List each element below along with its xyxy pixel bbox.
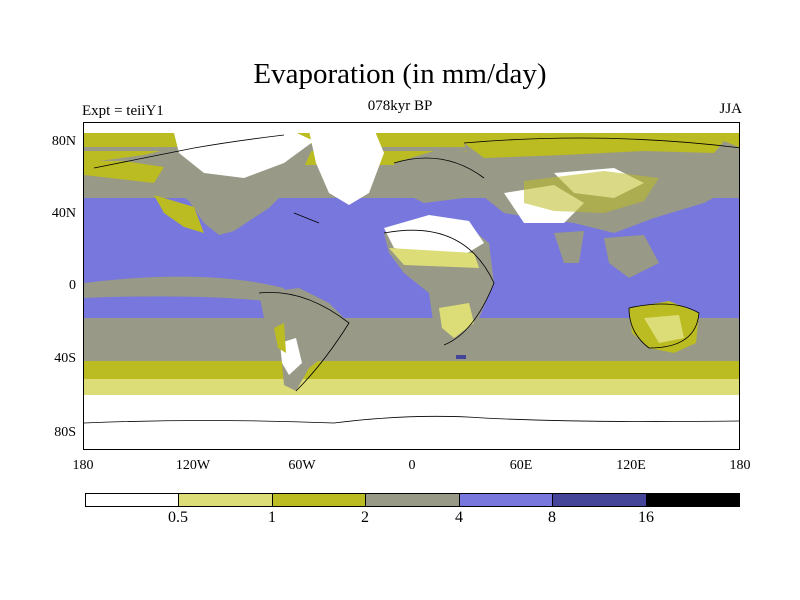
greenland-white (309, 129, 384, 205)
y-tick-label: 80S (54, 425, 76, 440)
east-pacific-gray (84, 276, 284, 303)
colorbar-label: 8 (548, 509, 556, 526)
y-tick-label: 40S (54, 351, 76, 366)
andes-olive (274, 323, 286, 353)
experiment-label: Expt = teiiY1 (82, 103, 164, 119)
dark-spot (456, 355, 466, 359)
colorbar-box (179, 494, 273, 506)
south-america-land (259, 288, 349, 391)
x-tick-label: 120W (175, 458, 211, 473)
y-tick-label: 0 (69, 278, 76, 293)
x-tick-label: 0 (408, 458, 416, 473)
alaska-olive (84, 161, 164, 183)
map-title: Evaporation (in mm/day) (253, 58, 547, 90)
y-tick-label: 80N (51, 134, 76, 149)
colorbar-label: 1 (268, 509, 276, 526)
colorbar-label: 0.5 (168, 509, 188, 526)
colorbar-box (366, 494, 460, 506)
south-olive-band (84, 361, 739, 379)
map-subtitle: 078kyr BP (367, 98, 433, 114)
sahara-white (384, 215, 484, 255)
colorbar-box (459, 494, 554, 506)
colorbar-label: 16 (638, 509, 654, 526)
colorbar-label: 4 (455, 509, 463, 526)
colorbar-box (553, 494, 647, 506)
colorbar (85, 493, 740, 507)
australia-interior-light (644, 315, 684, 343)
colorbar-box (86, 494, 180, 506)
x-tick-label: 120E (616, 458, 646, 473)
coastline-outlines (84, 134, 739, 424)
south-light-band (84, 379, 739, 395)
asia-olive-rim (524, 171, 659, 213)
western-us-olive (154, 195, 204, 233)
sahel-light (389, 248, 479, 268)
x-tick-label: 180 (729, 458, 751, 473)
x-tick-label: 180 (72, 458, 94, 473)
canada-white (174, 127, 314, 178)
season-label: JJA (719, 101, 742, 117)
x-tick-label: 60E (509, 458, 533, 473)
southern-africa-light (439, 303, 474, 338)
arctic-white (84, 123, 739, 133)
colorbar-box (272, 494, 367, 506)
colorbar-box (646, 494, 739, 506)
evaporation-map (84, 123, 739, 449)
europe-land (394, 148, 484, 203)
india-land (554, 231, 584, 263)
y-tick-label: 40N (51, 206, 76, 221)
colorbar-label: 2 (361, 509, 369, 526)
se-asia-land (604, 235, 659, 278)
antarctic-white (84, 395, 739, 449)
x-tick-label: 60W (288, 458, 316, 473)
map-plot-area (83, 122, 740, 450)
